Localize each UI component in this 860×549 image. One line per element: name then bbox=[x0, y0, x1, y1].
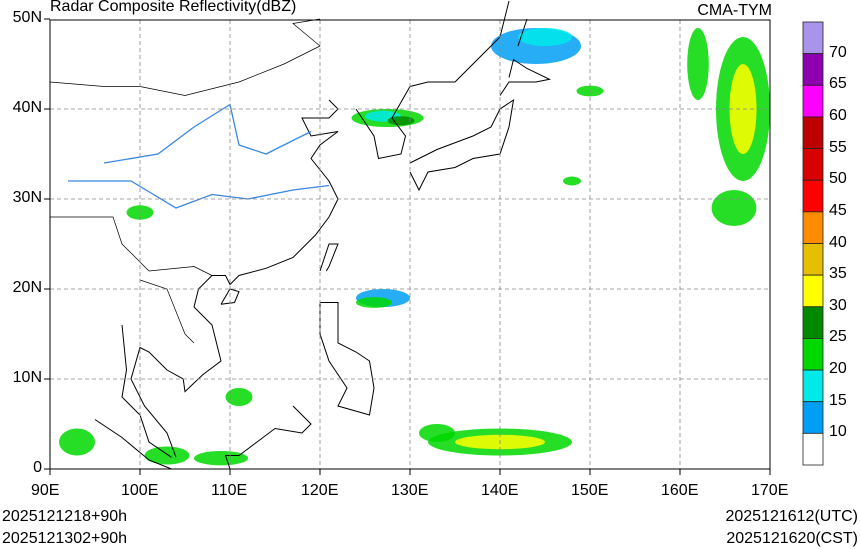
lon-label: 100E bbox=[121, 482, 159, 499]
lat-label: 40N bbox=[12, 99, 42, 116]
coastline bbox=[499, 58, 552, 96]
init-time-2: 2025121302+90h bbox=[2, 530, 128, 547]
radar-echoes bbox=[59, 28, 770, 466]
radar-echo bbox=[144, 446, 190, 465]
axis-ticks bbox=[44, 18, 771, 475]
valid-time-utc: 2025121612(UTC) bbox=[725, 508, 858, 525]
border-line bbox=[139, 279, 195, 344]
radar-echo bbox=[356, 297, 392, 308]
colorbar-swatch bbox=[802, 116, 824, 149]
lon-label: 90E bbox=[31, 482, 60, 499]
colorbar-swatch bbox=[802, 21, 824, 55]
radar-echo bbox=[225, 388, 253, 406]
colorbar-label: 65 bbox=[829, 75, 847, 93]
colorbar-swatch bbox=[802, 84, 824, 118]
valid-time-cst: 2025121620(CST) bbox=[726, 530, 858, 547]
radar-echo bbox=[563, 176, 581, 186]
colorbar-label: 55 bbox=[829, 138, 847, 156]
coastline bbox=[409, 98, 515, 192]
model-name: CMA-TYM bbox=[697, 2, 772, 19]
grid-lines bbox=[50, 20, 770, 469]
colorbar-label: 25 bbox=[829, 328, 847, 346]
radar-echo bbox=[419, 424, 455, 442]
lon-label: 130E bbox=[391, 482, 429, 499]
lon-label: 150E bbox=[571, 482, 609, 499]
lon-label: 160E bbox=[661, 482, 699, 499]
colorbar-label: 15 bbox=[829, 391, 847, 409]
map-title: Radar Composite Reflectivity(dBZ) bbox=[50, 0, 297, 15]
colorbar-swatch bbox=[802, 148, 824, 181]
colorbar-swatch bbox=[802, 53, 824, 86]
lat-label: 0 bbox=[33, 459, 42, 476]
coastline bbox=[224, 405, 312, 470]
coastline bbox=[319, 243, 339, 272]
border-line bbox=[50, 216, 213, 276]
colorbar bbox=[802, 21, 824, 466]
colorbar-swatch bbox=[802, 338, 824, 371]
colorbar-label: 35 bbox=[829, 265, 847, 283]
colorbar-swatch bbox=[802, 432, 824, 466]
lon-label: 120E bbox=[301, 482, 339, 499]
lat-label: 10N bbox=[12, 369, 42, 386]
colorbar-label: 10 bbox=[829, 423, 847, 441]
lon-label: 170E bbox=[751, 482, 789, 499]
lon-label: 140E bbox=[481, 482, 519, 499]
colorbar-swatch bbox=[802, 211, 824, 244]
river-line bbox=[103, 103, 312, 164]
coastline bbox=[130, 99, 339, 458]
radar-echo bbox=[518, 28, 572, 46]
colorbar-swatch bbox=[802, 401, 824, 434]
radar-echo bbox=[687, 28, 709, 100]
lat-label: 30N bbox=[12, 189, 42, 206]
radar-echo bbox=[387, 116, 415, 126]
colorbar-swatch bbox=[802, 274, 824, 308]
colorbar-swatch bbox=[802, 179, 824, 213]
colorbar-swatch bbox=[802, 369, 824, 403]
init-time-1: 2025121218+90h bbox=[2, 508, 128, 525]
radar-echo bbox=[59, 428, 95, 456]
coastline bbox=[517, 18, 528, 47]
colorbar-label: 30 bbox=[829, 296, 847, 314]
lon-label: 110E bbox=[211, 482, 248, 499]
coastline bbox=[94, 419, 172, 470]
colorbar-label: 40 bbox=[829, 233, 847, 251]
coastlines bbox=[49, 0, 552, 470]
colorbar-label: 70 bbox=[829, 43, 847, 61]
border-line bbox=[49, 18, 321, 96]
radar-echo bbox=[194, 451, 248, 466]
lat-label: 50N bbox=[12, 9, 42, 26]
coastline bbox=[355, 86, 411, 160]
radar-echo bbox=[711, 190, 757, 226]
colorbar-swatch bbox=[802, 306, 824, 339]
colorbar-label: 45 bbox=[829, 201, 847, 219]
coastline bbox=[319, 302, 375, 416]
river-line bbox=[68, 180, 330, 209]
colorbar-label: 50 bbox=[829, 170, 847, 188]
lat-label: 20N bbox=[12, 279, 42, 296]
colorbar-label: 60 bbox=[829, 106, 847, 124]
colorbar-swatch bbox=[802, 243, 824, 276]
coastline bbox=[409, 0, 510, 87]
coastline bbox=[121, 324, 172, 458]
colorbar-label: 20 bbox=[829, 360, 847, 378]
